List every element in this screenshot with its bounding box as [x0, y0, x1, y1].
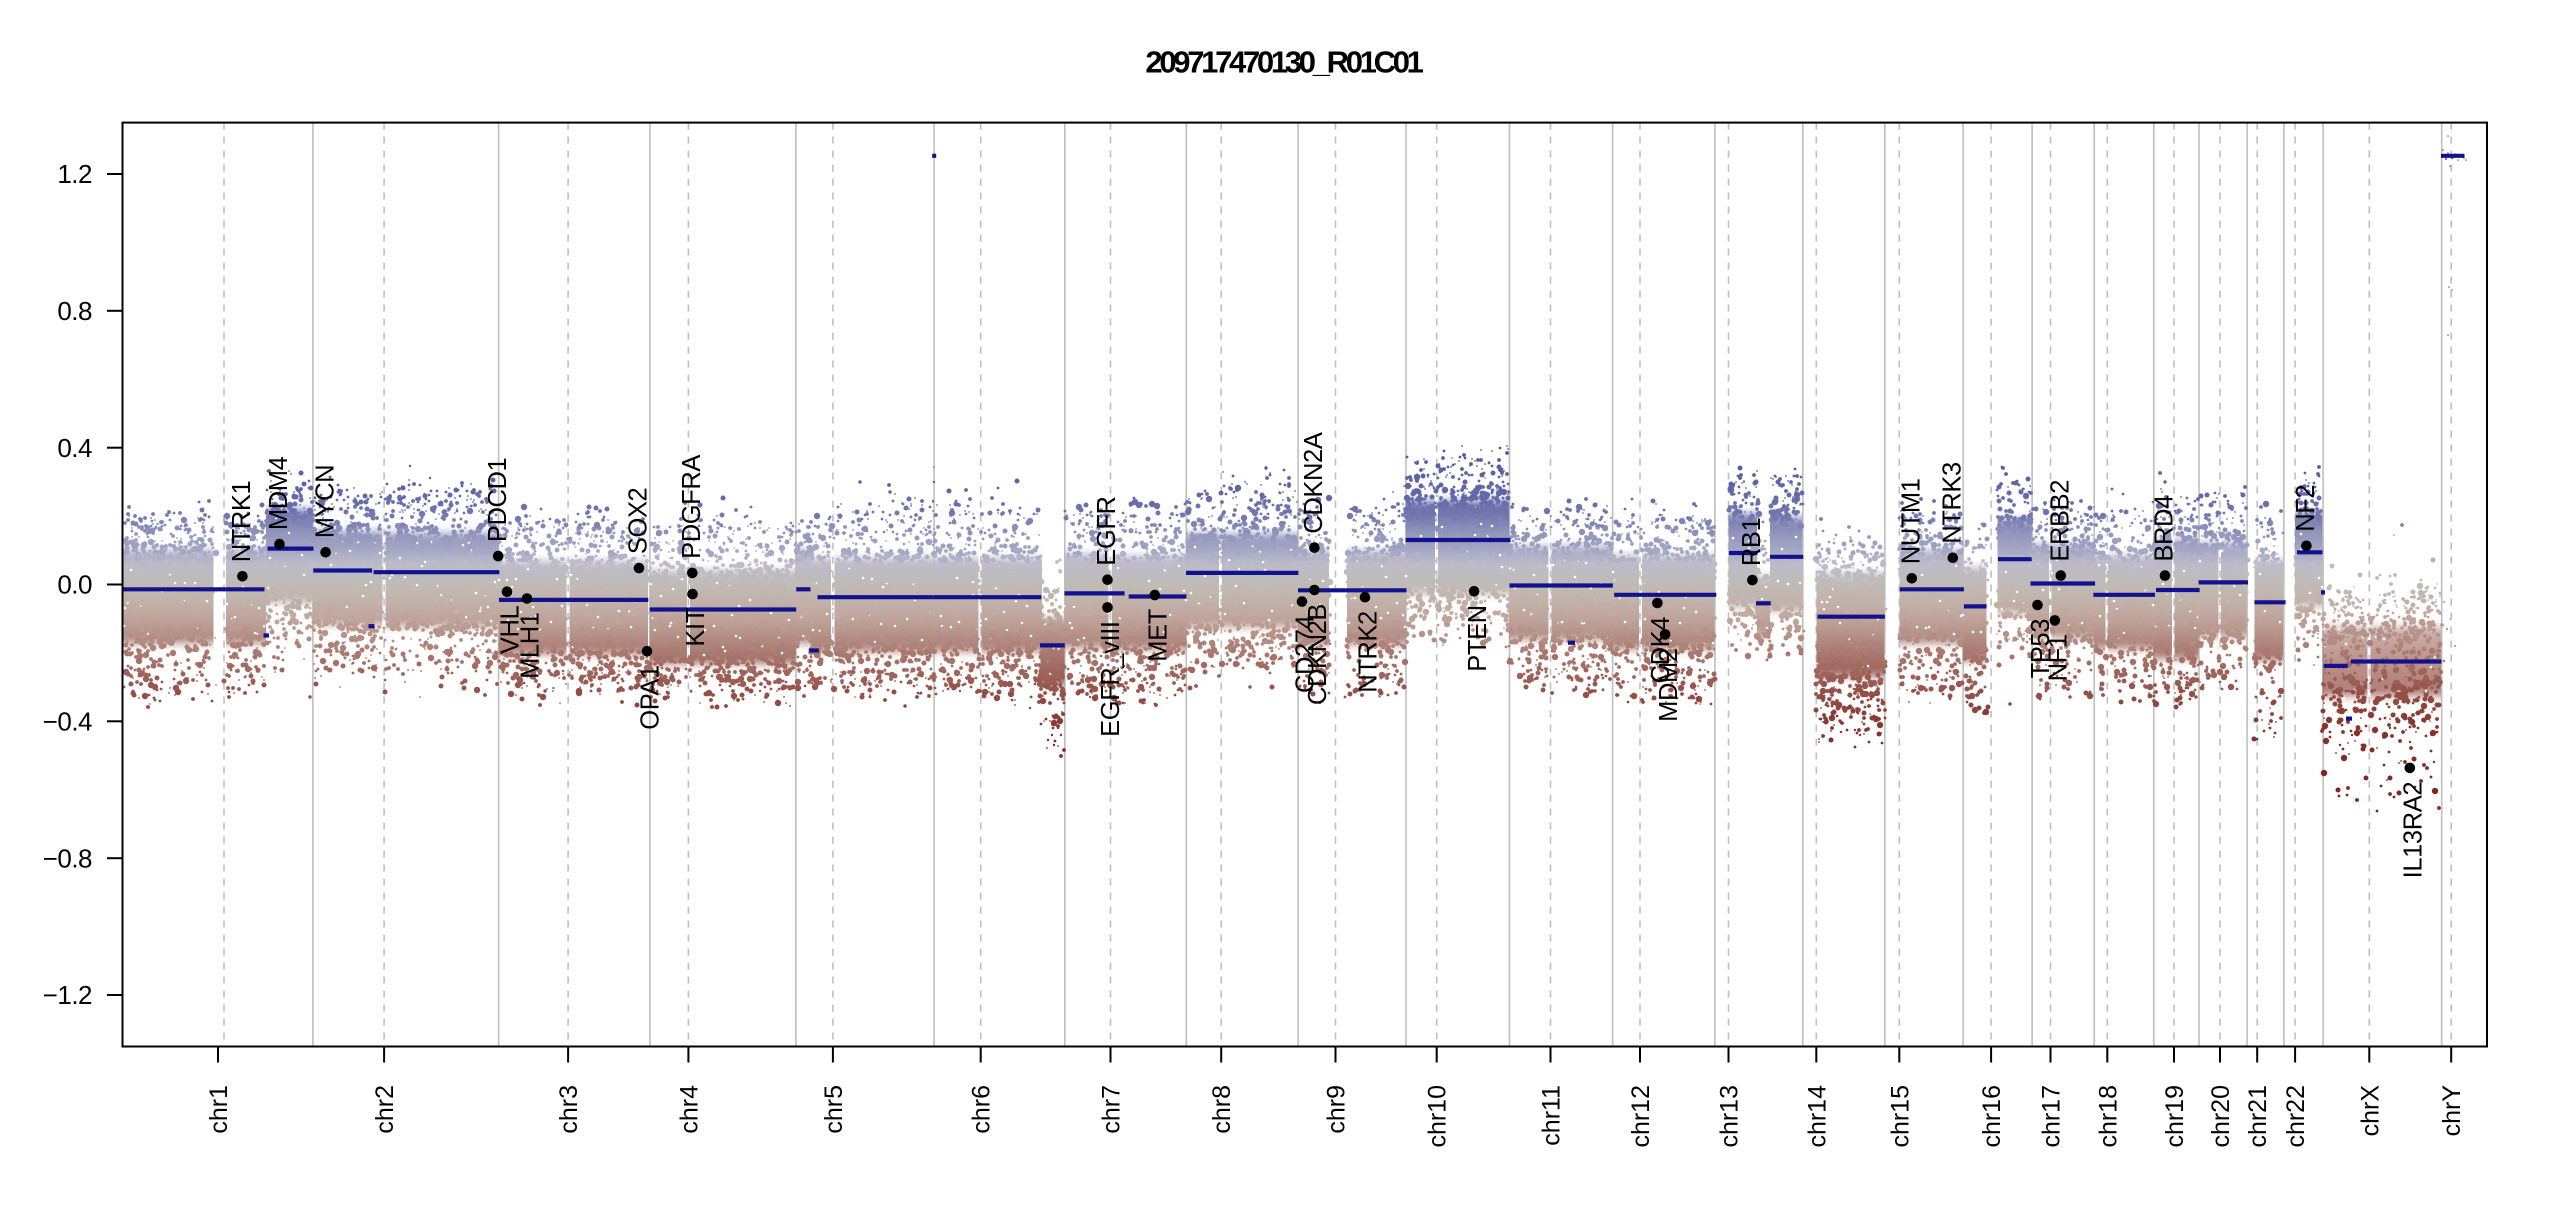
svg-text:NF2: NF2	[2292, 485, 2320, 532]
svg-text:PDGFRA: PDGFRA	[678, 455, 706, 559]
svg-text:−0.8: −0.8	[43, 843, 92, 873]
svg-text:chr13: chr13	[1716, 1085, 1744, 1148]
svg-text:NTRK1: NTRK1	[228, 481, 256, 563]
svg-text:chr7: chr7	[1098, 1085, 1126, 1134]
svg-text:EGFR_vIII: EGFR_vIII	[1097, 621, 1125, 736]
svg-text:chr14: chr14	[1803, 1085, 1831, 1148]
svg-text:VHL: VHL	[497, 605, 525, 654]
svg-text:CDKN2B: CDKN2B	[1304, 604, 1332, 705]
svg-text:NTRK3: NTRK3	[1939, 462, 1967, 544]
svg-text:chr9: chr9	[1323, 1085, 1351, 1134]
svg-text:BRD4: BRD4	[2151, 495, 2179, 562]
svg-text:−0.4: −0.4	[43, 707, 92, 737]
svg-text:chr10: chr10	[1424, 1085, 1452, 1148]
svg-text:chr17: chr17	[2038, 1085, 2066, 1148]
svg-text:PTEN: PTEN	[1464, 605, 1492, 671]
svg-text:MDM2: MDM2	[1655, 648, 1683, 721]
svg-text:MET: MET	[1145, 609, 1173, 662]
svg-text:CDKN2A: CDKN2A	[1300, 432, 1328, 533]
svg-text:chr19: chr19	[2161, 1085, 2189, 1148]
svg-text:0.8: 0.8	[57, 296, 92, 326]
svg-text:chr15: chr15	[1886, 1085, 1914, 1148]
svg-text:chr2: chr2	[371, 1085, 399, 1134]
svg-text:OPA1: OPA1	[637, 665, 665, 730]
svg-text:chr18: chr18	[2094, 1085, 2122, 1148]
svg-text:chr3: chr3	[555, 1085, 583, 1134]
svg-text:RB1: RB1	[1738, 518, 1766, 566]
svg-text:−1.2: −1.2	[43, 980, 92, 1010]
svg-text:chr5: chr5	[820, 1085, 848, 1134]
svg-text:chr22: chr22	[2282, 1085, 2310, 1148]
svg-text:chr6: chr6	[968, 1085, 996, 1134]
svg-text:chr21: chr21	[2244, 1085, 2272, 1148]
svg-text:0.4: 0.4	[57, 433, 92, 463]
svg-text:PDCD1: PDCD1	[484, 458, 512, 542]
svg-text:MYCN: MYCN	[311, 465, 339, 538]
svg-text:chr8: chr8	[1208, 1085, 1236, 1134]
svg-text:ERBB2: ERBB2	[2047, 480, 2075, 562]
svg-text:209717470130_R01C01: 209717470130_R01C01	[1145, 45, 1423, 80]
svg-text:IL13RA2: IL13RA2	[2400, 782, 2428, 878]
svg-text:NF1: NF1	[2045, 634, 2073, 681]
svg-text:chrX: chrX	[2356, 1085, 2384, 1137]
svg-text:chrY: chrY	[2438, 1085, 2466, 1137]
svg-text:MDM4: MDM4	[265, 456, 293, 530]
svg-text:NTRK2: NTRK2	[1355, 611, 1383, 693]
svg-text:chr20: chr20	[2207, 1085, 2235, 1148]
svg-text:chr11: chr11	[1538, 1085, 1566, 1146]
svg-text:chr16: chr16	[1978, 1085, 2006, 1148]
svg-text:1.2: 1.2	[57, 159, 92, 189]
svg-text:0.0: 0.0	[57, 570, 92, 600]
svg-text:KIT: KIT	[682, 608, 710, 646]
svg-text:NUTM1: NUTM1	[1898, 478, 1926, 564]
svg-text:chr1: chr1	[205, 1085, 233, 1134]
svg-text:MLH1: MLH1	[517, 613, 545, 679]
svg-text:SOX2: SOX2	[625, 488, 653, 554]
svg-text:CD274: CD274	[1292, 615, 1320, 693]
svg-text:EGFR: EGFR	[1093, 496, 1121, 565]
svg-text:CDK4: CDK4	[1647, 617, 1675, 684]
svg-text:chr4: chr4	[675, 1085, 703, 1134]
svg-text:chr12: chr12	[1627, 1085, 1655, 1148]
svg-text:TP53: TP53	[2027, 619, 2055, 679]
